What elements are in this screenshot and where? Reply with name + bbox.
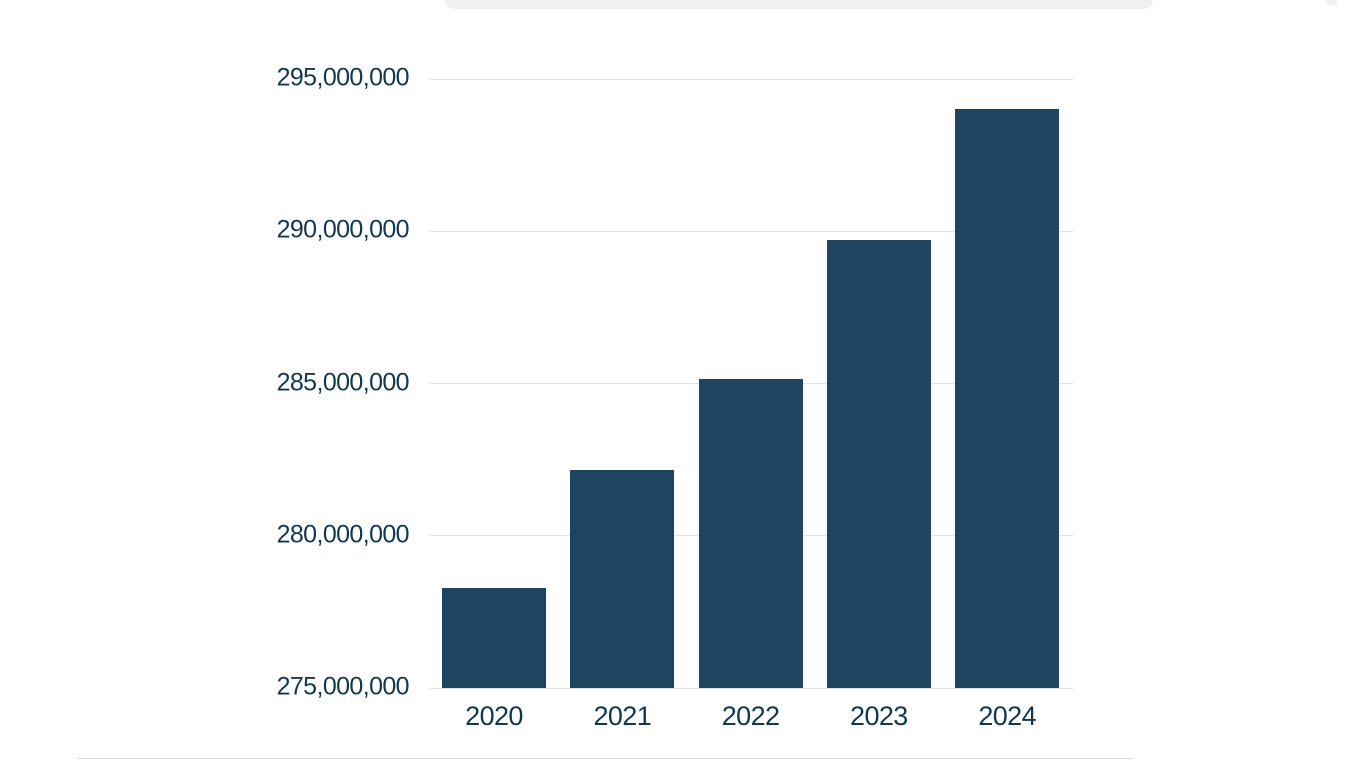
x-tick-label: 2021 [593, 701, 652, 731]
x-tick-label: 2020 [465, 701, 523, 731]
x-tick-label: 2023 [850, 701, 908, 731]
y-tick-label: 295,000,000 [276, 63, 410, 92]
bar-2024 [955, 109, 1060, 688]
y-gridline [430, 78, 1073, 80]
bottom-divider [77, 758, 1133, 759]
y-gridline [430, 687, 1073, 689]
top-panel-edge [445, 0, 1153, 9]
y-gridline [430, 230, 1073, 232]
top-right-fragment [1325, 0, 1337, 5]
bar-2022 [698, 378, 803, 688]
y-tick-label: 275,000,000 [276, 672, 410, 701]
bar-2021 [570, 470, 675, 688]
x-tick-label: 2022 [721, 701, 780, 731]
bar-2023 [826, 240, 931, 688]
y-tick-label: 280,000,000 [276, 520, 410, 549]
x-tick-label: 2024 [978, 701, 1037, 731]
y-tick-label: 285,000,000 [276, 367, 410, 396]
bar-2020 [442, 587, 546, 688]
y-tick-label: 290,000,000 [276, 215, 410, 244]
